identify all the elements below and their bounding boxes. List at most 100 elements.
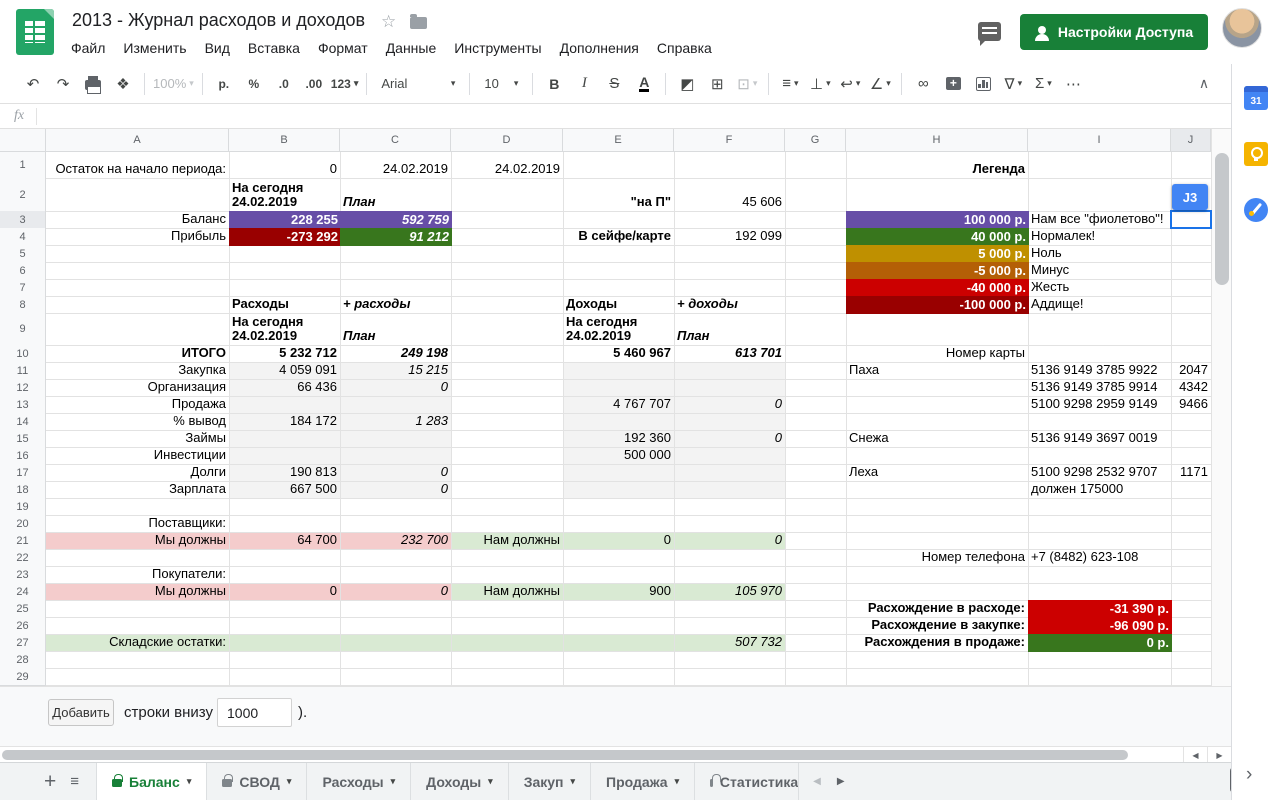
row-header-28[interactable]: 28 xyxy=(0,651,46,669)
cell-I11[interactable]: 5136 9149 3785 9922 xyxy=(1031,362,1158,377)
bold-button[interactable]: B xyxy=(549,75,560,92)
cell-I5[interactable]: Ноль xyxy=(1031,245,1062,260)
share-button[interactable]: Настройки Доступа xyxy=(1020,14,1208,50)
cell-E13[interactable]: 4 767 707 xyxy=(613,396,671,411)
row-header-4[interactable]: 4 xyxy=(0,228,46,246)
row-header-2[interactable]: 2 xyxy=(0,178,46,212)
cell-A14[interactable]: % вывод xyxy=(173,413,226,428)
text-color-button[interactable]: A xyxy=(639,73,650,92)
cell-F4[interactable]: 192 099 xyxy=(735,228,782,243)
row-header-11[interactable]: 11 xyxy=(0,362,46,380)
cell-F24[interactable]: 105 970 xyxy=(735,583,782,598)
cell-C12[interactable]: 0 xyxy=(440,379,448,394)
cell-E15[interactable]: 192 360 xyxy=(624,430,671,445)
cell-C11[interactable]: 15 215 xyxy=(408,362,448,377)
all-sheets-icon[interactable]: ≡ xyxy=(70,773,81,790)
insert-chart-icon[interactable] xyxy=(970,71,996,97)
cell-I3[interactable]: Нам все "фиолетово"! xyxy=(1031,211,1164,226)
cell-E9[interactable]: На сегодня 24.02.2019 xyxy=(566,314,638,343)
cell-A18[interactable]: Зарплата xyxy=(169,481,226,496)
row-header-8[interactable]: 8 xyxy=(0,296,46,314)
cell-D1[interactable]: 24.02.2019 xyxy=(494,161,560,176)
cell-B1[interactable]: 0 xyxy=(329,161,337,176)
row-header-1[interactable]: 1 xyxy=(0,152,46,179)
functions-icon[interactable]: Σ ▾ xyxy=(1034,75,1052,92)
cell-A15[interactable]: Займы xyxy=(185,430,226,445)
percent-format-button[interactable]: % xyxy=(248,76,260,91)
row-header-6[interactable]: 6 xyxy=(0,262,46,280)
cell-H11[interactable]: Паха xyxy=(849,362,880,377)
text-rotation-icon[interactable]: ∠ ▾ xyxy=(869,75,891,93)
cell-A10[interactable]: ИТОГО xyxy=(181,345,226,360)
add-sheet-icon[interactable]: + xyxy=(44,769,57,793)
cell-J11[interactable]: 2047 xyxy=(1179,362,1208,377)
cell-A11[interactable]: Закупка xyxy=(178,362,226,377)
font-select[interactable]: Arial ▾ xyxy=(381,76,456,91)
sheet-tab-1[interactable]: Баланс ▾ xyxy=(96,763,208,800)
cell-I13[interactable]: 5100 9298 2959 9149 xyxy=(1031,396,1158,411)
cell-B9[interactable]: На сегодня 24.02.2019 xyxy=(232,314,304,343)
cell-A4[interactable]: Прибыль xyxy=(171,228,226,243)
paint-format-icon[interactable]: ❖ xyxy=(116,75,130,93)
cell-H7[interactable]: -40 000 р. xyxy=(846,279,1029,297)
increase-decimal-button[interactable]: .00 xyxy=(305,76,323,91)
cell-E4[interactable]: В сейфе/карте xyxy=(578,228,671,243)
cell-H25[interactable]: Расхождение в расходе: xyxy=(867,600,1025,615)
cell-C3[interactable]: 592 759 xyxy=(340,211,452,229)
menu-edit[interactable]: Изменить xyxy=(123,40,187,56)
fill-color-icon[interactable]: ◩ xyxy=(680,75,695,93)
cell-J13[interactable]: 9466 xyxy=(1179,396,1208,411)
cell-F15[interactable]: 0 xyxy=(774,430,782,445)
cell-B10[interactable]: 5 232 712 xyxy=(279,345,337,360)
insert-link-icon[interactable]: ∞ xyxy=(917,75,929,92)
star-icon[interactable]: ☆ xyxy=(381,12,397,31)
cell-H1[interactable]: Легенда xyxy=(972,161,1025,176)
col-header-H[interactable]: H xyxy=(846,129,1028,152)
vertical-scrollbar-thumb[interactable] xyxy=(1215,153,1229,285)
menu-data[interactable]: Данные xyxy=(385,40,437,56)
cell-A12[interactable]: Организация xyxy=(147,379,226,394)
cell-H4[interactable]: 40 000 р. xyxy=(846,228,1029,246)
folder-icon[interactable] xyxy=(410,14,427,29)
col-header-J[interactable]: J xyxy=(1171,129,1211,152)
cell-C24[interactable]: 0 xyxy=(440,583,448,598)
cell-C10[interactable]: 249 198 xyxy=(401,345,448,360)
menu-addons[interactable]: Дополнения xyxy=(559,40,639,56)
cell-F10[interactable]: 613 701 xyxy=(735,345,782,360)
cell-H27[interactable]: Расхождения в продаже: xyxy=(864,634,1025,649)
cell-F9[interactable]: План xyxy=(677,328,710,343)
cell-B17[interactable]: 190 813 xyxy=(290,464,337,479)
cell-F21[interactable]: 0 xyxy=(774,532,782,547)
cell-B18[interactable]: 667 500 xyxy=(290,481,337,496)
cell-J12[interactable]: 4342 xyxy=(1179,379,1208,394)
row-header-23[interactable]: 23 xyxy=(0,566,46,584)
cell-A1[interactable]: Остаток на начало периода: xyxy=(55,161,226,176)
cell-C1[interactable]: 24.02.2019 xyxy=(382,161,448,176)
cell-A24[interactable]: Мы должны xyxy=(154,583,226,598)
menu-insert[interactable]: Вставка xyxy=(247,40,300,56)
cell-E24[interactable]: 900 xyxy=(649,583,671,598)
cell-I4[interactable]: Нормалек! xyxy=(1031,228,1096,243)
cell-I18[interactable]: должен 175000 xyxy=(1031,481,1124,496)
corner-header[interactable] xyxy=(0,129,46,152)
row-header-19[interactable]: 19 xyxy=(0,498,46,516)
filter-icon[interactable]: ∇ ▾ xyxy=(1004,75,1023,93)
cell-I12[interactable]: 5136 9149 3785 9914 xyxy=(1031,379,1158,394)
font-size-select[interactable]: 10 ▾ xyxy=(484,76,519,91)
cell-I15[interactable]: 5136 9149 3697 0019 xyxy=(1031,430,1158,445)
user-avatar[interactable] xyxy=(1222,8,1262,48)
row-header-5[interactable]: 5 xyxy=(0,245,46,263)
cell-A17[interactable]: Долги xyxy=(190,464,226,479)
col-header-F[interactable]: F xyxy=(674,129,785,152)
rows-count-input[interactable]: 1000 xyxy=(217,698,292,727)
sheet-tab-4[interactable]: Доходы ▾ xyxy=(411,763,509,800)
sheet-tab-2[interactable]: СВОД ▾ xyxy=(207,763,308,800)
cell-I7[interactable]: Жесть xyxy=(1031,279,1070,294)
cell-E8[interactable]: Доходы xyxy=(566,296,618,311)
strikethrough-button[interactable]: S xyxy=(609,75,620,92)
col-header-E[interactable]: E xyxy=(563,129,674,152)
cell-B3[interactable]: 228 255 xyxy=(229,211,341,229)
row-header-18[interactable]: 18 xyxy=(0,481,46,499)
col-header-B[interactable]: B xyxy=(229,129,340,152)
borders-icon[interactable]: ⊞ xyxy=(711,75,724,93)
